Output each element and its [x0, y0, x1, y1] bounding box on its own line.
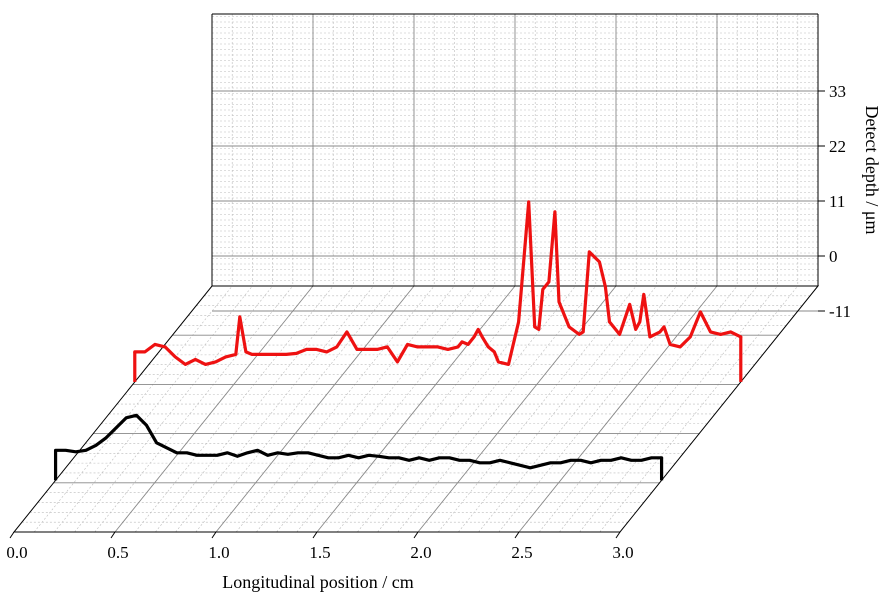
floor-minor-diag [559, 285, 758, 533]
x-tick-label: 0.0 [6, 543, 27, 562]
x-tick-label: 1.0 [208, 543, 229, 562]
floor-minor-diag [33, 285, 233, 533]
series-line-back [133, 200, 743, 366]
floor-minor-diag [74, 285, 273, 533]
floor-minor-diag [276, 285, 475, 533]
floor-minor-diag [599, 285, 799, 533]
x-tick-mark [312, 531, 318, 539]
floor-major-diag [518, 285, 718, 533]
x-tick-mark [514, 531, 520, 539]
back-wall-major-grid [212, 14, 818, 312]
floor-minor-diag [175, 285, 374, 533]
x-tick-mark [9, 531, 15, 539]
z-tick-label: 0 [829, 247, 838, 266]
floor-minor-diag [336, 285, 536, 533]
floor-minor-diag [296, 285, 496, 533]
z-tick-label: -11 [829, 302, 851, 321]
x-axis-label: Longitudinal position / cm [222, 572, 414, 592]
z-axis-ticks: -11 0 11 22 33 [818, 82, 851, 321]
floor-major-diag [316, 285, 516, 533]
floor-minor-diag [377, 285, 576, 533]
floor-minor-diag [498, 285, 698, 533]
floor-minor-diag [155, 285, 354, 533]
x-tick-mark [413, 531, 419, 539]
floor-minor-diag [478, 285, 677, 533]
floor-major-grid [53, 285, 779, 533]
floor-minor-diag [195, 285, 395, 533]
floor-minor-diag [397, 285, 597, 533]
floor-minor-diag [235, 285, 435, 533]
x-tick-label: 0.5 [107, 543, 128, 562]
x-tick-mark [615, 531, 621, 539]
back-series-group [133, 200, 743, 382]
floor-minor-diag [256, 285, 455, 533]
floor-minor-diag [458, 285, 657, 533]
z-tick-label: 22 [829, 137, 846, 156]
floor-major-diag [114, 285, 314, 533]
floor-minor-diag [579, 285, 778, 533]
floor-minor-diag [437, 285, 637, 533]
floor-major-diag [215, 285, 415, 533]
floor-minor-diag [357, 285, 556, 533]
x-tick-mark [110, 531, 116, 539]
x-axis-ticks: 0.0 0.5 1.0 1.5 2.0 2.5 3.0 [6, 531, 634, 562]
z-axis-label: Detect depth / μm [862, 105, 882, 234]
floor-minor-diag [134, 285, 334, 533]
floor-minor-diag [94, 285, 294, 533]
x-tick-label: 2.0 [410, 543, 431, 562]
x-tick-label: 3.0 [612, 543, 633, 562]
floor-minor-diag [54, 285, 253, 533]
front-series-group [53, 413, 664, 481]
floor-minor-diag [538, 285, 738, 533]
series-line-front [54, 413, 664, 470]
x-tick-label: 2.5 [511, 543, 532, 562]
x-tick-label: 1.5 [309, 543, 330, 562]
x-tick-mark [211, 531, 217, 539]
z-tick-label: 11 [829, 192, 845, 211]
z-tick-label: 33 [829, 82, 846, 101]
back-wall [211, 13, 819, 312]
